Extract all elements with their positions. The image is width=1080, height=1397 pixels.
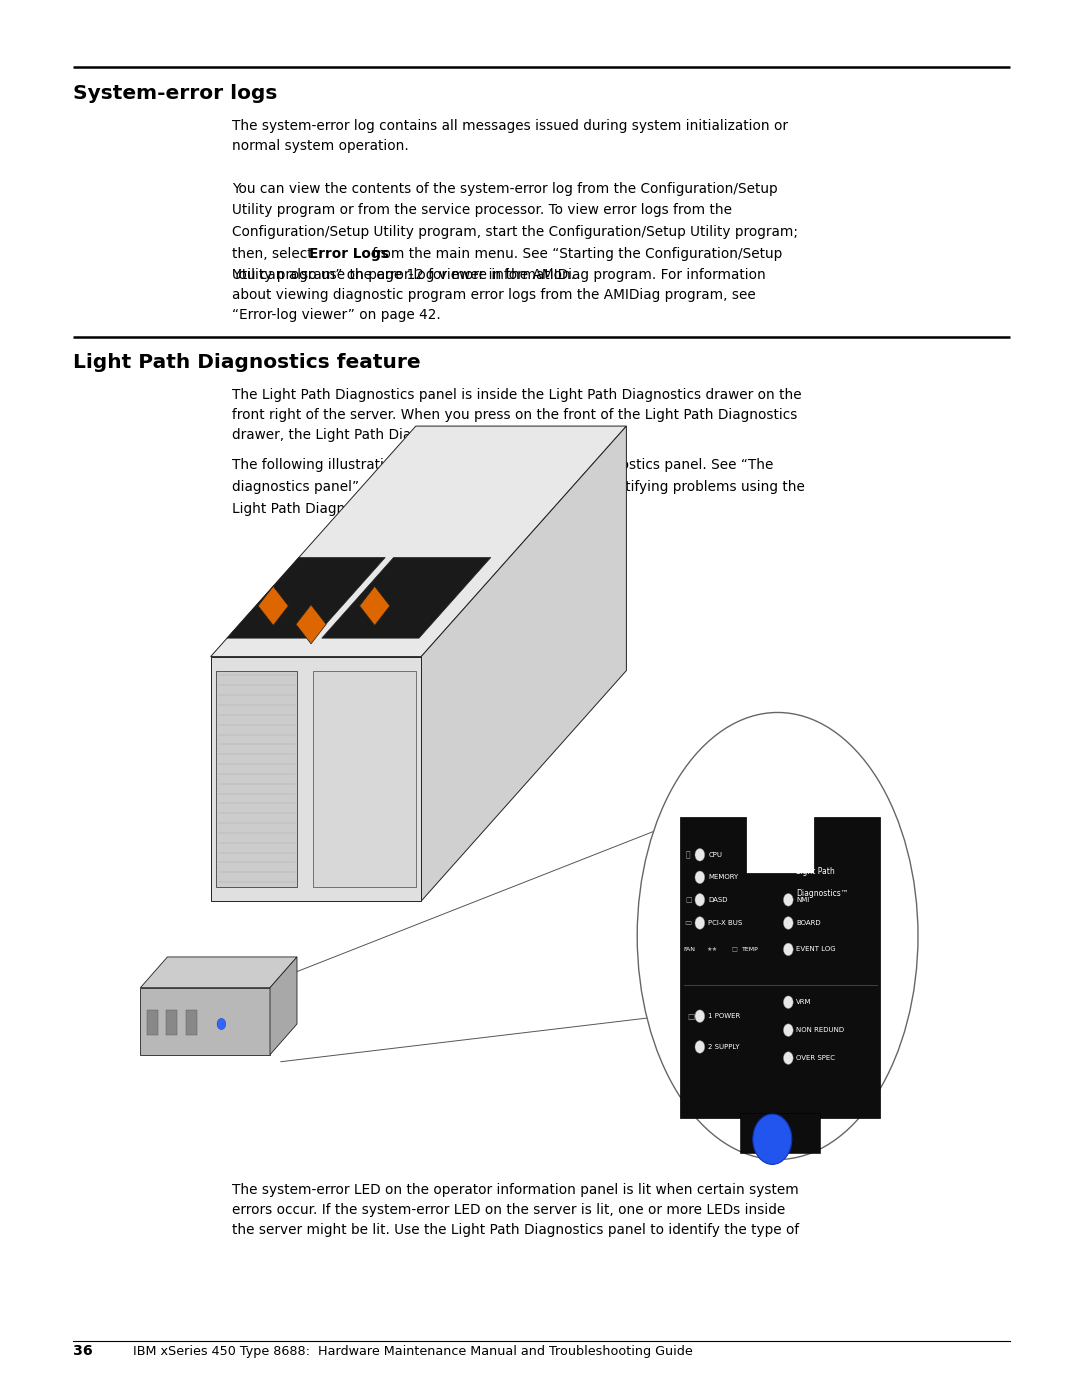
Polygon shape [270,957,297,1055]
Bar [216,671,297,887]
Text: □: □ [731,947,737,951]
Text: Error Logs: Error Logs [309,247,389,261]
Text: System-error logs: System-error logs [73,84,278,103]
Text: Light Path Diagnostic LEDs.: Light Path Diagnostic LEDs. [232,502,420,515]
Polygon shape [258,587,288,626]
Text: NMI: NMI [796,897,810,902]
Text: Utility program or from the service processor. To view error logs from the: Utility program or from the service proc… [232,204,732,218]
Text: NON REDUND: NON REDUND [796,1027,845,1034]
Text: MEMORY: MEMORY [708,875,739,880]
Circle shape [696,916,705,929]
Polygon shape [227,557,386,638]
Text: BOARD: BOARD [796,921,821,926]
Bar [186,1010,197,1035]
Text: VRM: VRM [796,999,812,1006]
Polygon shape [211,657,421,901]
Text: diagnostics panel” on page 37 for information about identifying problems using t: diagnostics panel” on page 37 for inform… [232,479,805,495]
Circle shape [696,1010,705,1023]
Text: The following illustration shows the location of the diagnostics panel. See “The: The following illustration shows the loc… [232,458,773,472]
Circle shape [696,894,705,907]
Text: ▭: ▭ [685,918,692,928]
Polygon shape [211,426,626,657]
Text: PCI-X BUS: PCI-X BUS [708,921,743,926]
Circle shape [783,943,793,956]
Circle shape [217,1018,226,1030]
Text: TEMP: TEMP [742,947,759,951]
Text: Utility program” on page 12 for more information.: Utility program” on page 12 for more inf… [232,268,576,282]
Circle shape [753,1115,792,1165]
Text: Diagnostics™: Diagnostics™ [796,888,849,898]
Text: ★★: ★★ [706,947,717,951]
Circle shape [783,996,793,1009]
Text: 36: 36 [73,1344,93,1358]
Text: Configuration/Setup Utility program, start the Configuration/Setup Utility progr: Configuration/Setup Utility program, sta… [232,225,798,239]
Text: □: □ [686,897,692,902]
Text: 1 POWER: 1 POWER [708,1013,741,1020]
Polygon shape [322,557,490,638]
Text: OVER SPEC: OVER SPEC [796,1055,835,1062]
Text: CPU: CPU [708,852,723,858]
Text: You can also use the error-log viewer in the AMIDiag program. For information
ab: You can also use the error-log viewer in… [232,268,766,323]
Polygon shape [140,957,297,988]
Text: ⎈: ⎈ [686,851,690,859]
Polygon shape [680,817,880,1118]
Text: □: □ [687,1011,694,1021]
Text: The system-error LED on the operator information panel is lit when certain syste: The system-error LED on the operator inf… [232,1183,799,1238]
Text: Light Path: Light Path [796,866,835,876]
Bar [741,1113,821,1153]
Circle shape [783,1024,793,1037]
Bar [313,671,416,887]
Circle shape [696,1041,705,1053]
Circle shape [783,1052,793,1065]
Polygon shape [140,988,270,1055]
Text: The system-error log contains all messages issued during system initialization o: The system-error log contains all messag… [232,119,788,152]
Text: Light Path Diagnostics feature: Light Path Diagnostics feature [73,353,421,373]
Polygon shape [360,587,390,626]
Circle shape [696,872,705,884]
Circle shape [783,916,793,929]
Text: IBM xSeries 450 Type 8688:  Hardware Maintenance Manual and Troubleshooting Guid: IBM xSeries 450 Type 8688: Hardware Main… [133,1345,692,1358]
Text: DASD: DASD [708,897,728,902]
Text: You can view the contents of the system-error log from the Configuration/Setup: You can view the contents of the system-… [232,182,778,196]
Bar [166,1010,177,1035]
Ellipse shape [637,712,918,1160]
Polygon shape [421,426,626,901]
Text: The Light Path Diagnostics panel is inside the Light Path Diagnostics drawer on : The Light Path Diagnostics panel is insi… [232,388,801,443]
Text: 2 SUPPLY: 2 SUPPLY [708,1044,740,1051]
Circle shape [783,894,793,907]
Circle shape [696,848,705,861]
Text: FAN: FAN [684,947,696,951]
Text: then, select: then, select [232,247,318,261]
Text: EVENT LOG: EVENT LOG [796,946,836,953]
Polygon shape [296,605,326,644]
Text: from the main menu. See “Starting the Configuration/Setup: from the main menu. See “Starting the Co… [367,247,782,261]
Text: REMIND: REMIND [758,1171,786,1178]
Bar [147,1010,158,1035]
